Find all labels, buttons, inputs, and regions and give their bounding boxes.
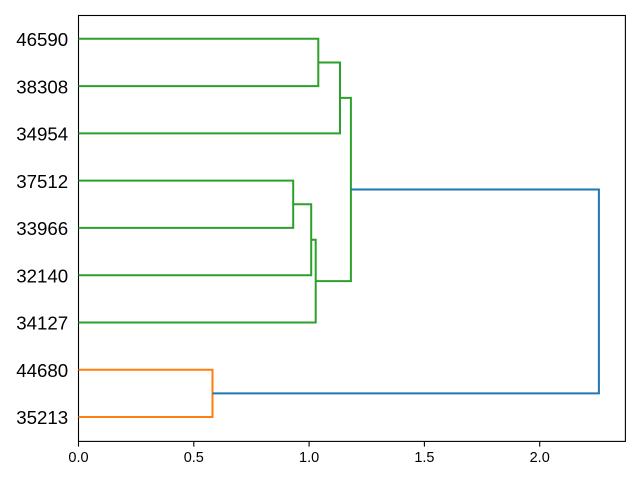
svg-text:0.0: 0.0 [68, 450, 88, 466]
svg-text:32140: 32140 [16, 265, 68, 286]
svg-text:38308: 38308 [16, 76, 68, 97]
svg-text:35213: 35213 [16, 407, 68, 428]
svg-text:0.5: 0.5 [184, 450, 204, 466]
svg-text:2.0: 2.0 [530, 450, 550, 466]
svg-text:1.5: 1.5 [414, 450, 434, 466]
svg-text:44680: 44680 [16, 360, 68, 381]
svg-text:46590: 46590 [16, 29, 68, 50]
svg-text:37512: 37512 [16, 171, 68, 192]
svg-text:1.0: 1.0 [299, 450, 319, 466]
svg-text:34954: 34954 [16, 124, 68, 145]
svg-text:33966: 33966 [16, 218, 68, 239]
svg-text:34127: 34127 [16, 313, 68, 334]
